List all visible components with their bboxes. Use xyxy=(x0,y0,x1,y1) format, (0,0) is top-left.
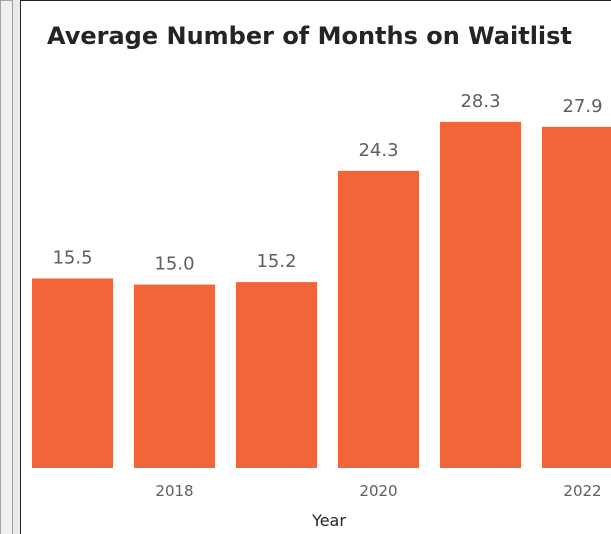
bar xyxy=(236,282,317,468)
data-label: 28.3 xyxy=(460,91,500,112)
x-axis-title: Year xyxy=(311,511,346,530)
data-label: 15.0 xyxy=(154,254,194,275)
chart-title: Average Number of Months on Waitlist xyxy=(47,22,572,50)
bar xyxy=(338,170,419,468)
data-label: 24.3 xyxy=(358,140,398,161)
data-label: 15.5 xyxy=(52,247,92,268)
bar xyxy=(440,121,521,469)
data-label: 15.2 xyxy=(256,251,296,272)
bar xyxy=(542,126,611,469)
bar xyxy=(134,284,215,468)
side-panel xyxy=(0,0,13,534)
bar xyxy=(32,278,113,468)
x-tick-label: 2022 xyxy=(563,482,601,500)
x-tick-label: 2020 xyxy=(359,482,397,500)
x-tick-label: 2018 xyxy=(155,482,193,500)
data-label: 27.9 xyxy=(562,96,602,117)
